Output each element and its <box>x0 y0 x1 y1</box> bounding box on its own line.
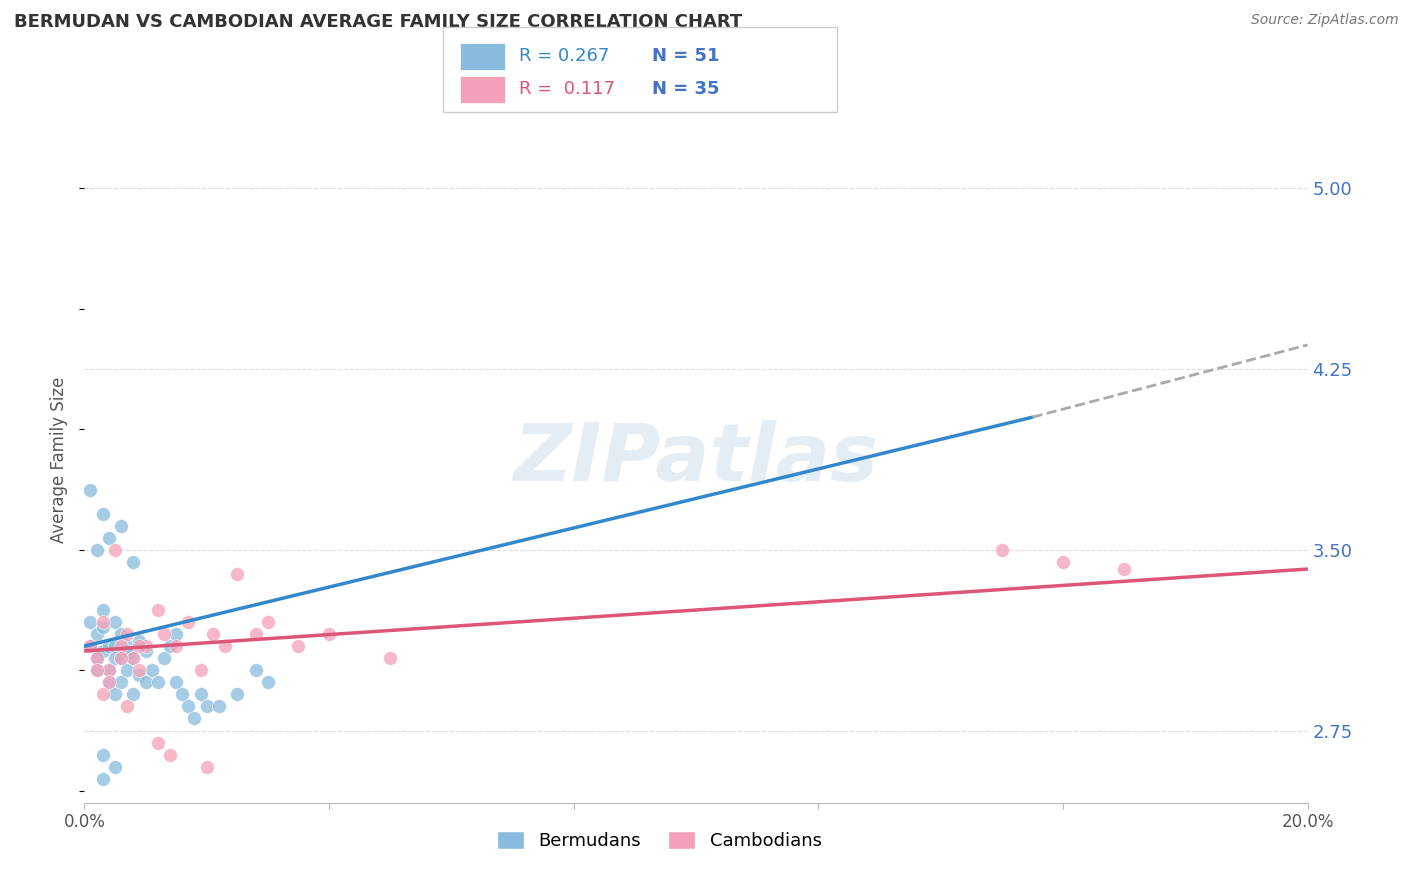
Point <box>141 663 163 677</box>
Text: R =  0.117: R = 0.117 <box>519 80 614 98</box>
Point <box>245 663 267 677</box>
Point <box>287 639 309 653</box>
Point <box>115 627 138 641</box>
Point <box>128 634 150 648</box>
Point <box>110 675 132 690</box>
Point <box>91 507 114 521</box>
Point <box>86 663 108 677</box>
Point <box>110 651 132 665</box>
Point <box>1114 562 1136 576</box>
Point <box>79 639 101 653</box>
Point <box>195 699 218 714</box>
Point <box>97 663 120 677</box>
Point <box>135 644 157 658</box>
Point <box>104 542 127 557</box>
Point <box>1052 555 1074 569</box>
Point <box>91 772 114 786</box>
Point <box>190 687 212 701</box>
Point <box>79 615 101 629</box>
Point <box>177 615 200 629</box>
Point <box>97 639 120 653</box>
Point <box>146 735 169 749</box>
Point <box>153 651 176 665</box>
Point <box>135 639 157 653</box>
Legend: Bermudans, Cambodians: Bermudans, Cambodians <box>488 822 831 859</box>
Point <box>91 644 114 658</box>
Point <box>91 687 114 701</box>
Point <box>146 603 169 617</box>
Point <box>135 675 157 690</box>
Point <box>110 518 132 533</box>
Point <box>79 639 101 653</box>
Point <box>165 639 187 653</box>
Point <box>115 699 138 714</box>
Point <box>97 663 120 677</box>
Point <box>86 651 108 665</box>
Point <box>177 699 200 714</box>
Text: R = 0.267: R = 0.267 <box>519 47 609 65</box>
Point <box>190 663 212 677</box>
Point <box>122 651 145 665</box>
Point <box>122 555 145 569</box>
Point <box>91 620 114 634</box>
Point <box>110 627 132 641</box>
Text: ZIPatlas: ZIPatlas <box>513 420 879 499</box>
Point <box>86 542 108 557</box>
Point <box>195 759 218 773</box>
Point <box>159 747 181 762</box>
Point <box>122 651 145 665</box>
Point <box>104 687 127 701</box>
Text: N = 35: N = 35 <box>652 80 720 98</box>
Point <box>115 639 138 653</box>
Point <box>110 639 132 653</box>
Point <box>183 711 205 725</box>
Point <box>115 644 138 658</box>
Point <box>214 639 236 653</box>
Point <box>245 627 267 641</box>
Point <box>380 651 402 665</box>
Point <box>318 627 340 641</box>
Point <box>79 483 101 497</box>
Point <box>97 675 120 690</box>
Text: Source: ZipAtlas.com: Source: ZipAtlas.com <box>1251 13 1399 28</box>
Point <box>115 663 138 677</box>
Text: N = 51: N = 51 <box>652 47 720 65</box>
Point <box>91 603 114 617</box>
Text: BERMUDAN VS CAMBODIAN AVERAGE FAMILY SIZE CORRELATION CHART: BERMUDAN VS CAMBODIAN AVERAGE FAMILY SIZ… <box>14 13 742 31</box>
Point <box>128 663 150 677</box>
Point <box>201 627 224 641</box>
Point <box>172 687 194 701</box>
Point <box>991 542 1014 557</box>
Point <box>128 668 150 682</box>
Point <box>104 651 127 665</box>
Point <box>110 651 132 665</box>
Point <box>165 627 187 641</box>
Point <box>86 651 108 665</box>
Point <box>104 759 127 773</box>
Point <box>226 566 249 581</box>
Point <box>104 639 127 653</box>
Point <box>159 639 181 653</box>
Point <box>153 627 176 641</box>
Point <box>91 615 114 629</box>
Point <box>86 663 108 677</box>
Point <box>91 747 114 762</box>
Point <box>257 675 280 690</box>
Point <box>257 615 280 629</box>
Point <box>165 675 187 690</box>
Point <box>122 687 145 701</box>
Point <box>97 675 120 690</box>
Y-axis label: Average Family Size: Average Family Size <box>51 376 69 542</box>
Point <box>226 687 249 701</box>
Point <box>128 639 150 653</box>
Point <box>86 627 108 641</box>
Point <box>146 675 169 690</box>
Point <box>104 615 127 629</box>
Point <box>208 699 231 714</box>
Point <box>97 531 120 545</box>
